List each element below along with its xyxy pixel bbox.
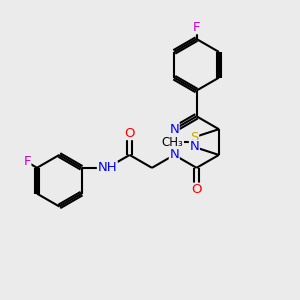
Text: F: F xyxy=(193,21,200,34)
Text: N: N xyxy=(169,148,179,161)
Text: N: N xyxy=(190,140,199,154)
Text: F: F xyxy=(23,155,31,168)
Text: O: O xyxy=(191,183,202,196)
Text: NH: NH xyxy=(98,161,117,174)
Text: CH₃: CH₃ xyxy=(162,136,184,148)
Text: S: S xyxy=(190,131,199,144)
Text: N: N xyxy=(169,123,179,136)
Text: O: O xyxy=(124,127,135,140)
